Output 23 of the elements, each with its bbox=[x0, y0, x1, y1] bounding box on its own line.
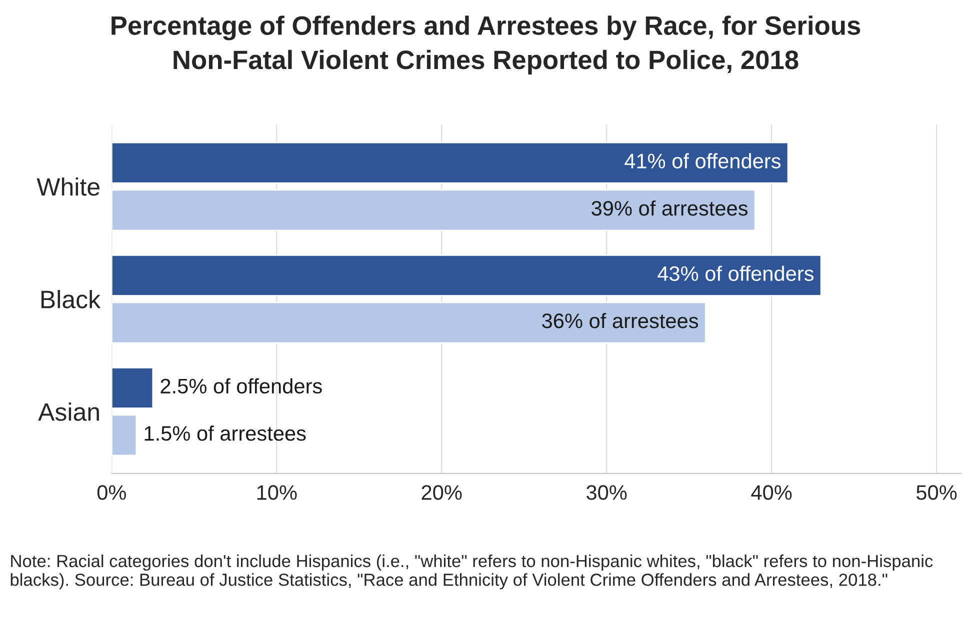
bar bbox=[112, 254, 822, 296]
data-label: 41% of offenders bbox=[624, 153, 781, 168]
x-tick-label: 30% bbox=[586, 485, 627, 500]
y-tick-label: Black bbox=[41, 290, 101, 308]
x-tick-label: 10% bbox=[257, 485, 297, 500]
x-tick-label: 40% bbox=[751, 485, 792, 500]
bar bbox=[112, 414, 138, 456]
data-label: 1.5% of arrestees bbox=[144, 426, 306, 441]
data-label: 43% of offenders bbox=[658, 266, 814, 281]
bar bbox=[112, 302, 706, 344]
y-tick-label: White bbox=[36, 177, 100, 196]
bar bbox=[112, 189, 756, 232]
bar bbox=[112, 142, 789, 184]
data-label: 39% of arrestees bbox=[592, 200, 748, 216]
bar bbox=[112, 366, 154, 409]
x-tick-label: 20% bbox=[422, 485, 462, 500]
chart-title: Percentage of Offenders and Arrestees by Race, for Serious Non-Fatal Violent Crimes Reported to Police, 2018 bbox=[112, 16, 860, 74]
data-label: 36% of arrestees bbox=[542, 312, 698, 328]
x-tick-label: 50% bbox=[916, 485, 957, 500]
text: Note: Racial categories don't include Hispanics (i.e., "white" refers to non-Hispanic whites, "black" refers to non-Hispanic blacks). Source: Bureau of Justice Statistics, "Race and Ethnicity of Violent Crime Offenders and Arrestees, 2018." bbox=[10, 554, 933, 590]
data-label: 2.5% of offenders bbox=[160, 378, 322, 394]
y-tick-label: Asian bbox=[38, 402, 99, 421]
x-tick-label: 0% bbox=[97, 485, 126, 500]
